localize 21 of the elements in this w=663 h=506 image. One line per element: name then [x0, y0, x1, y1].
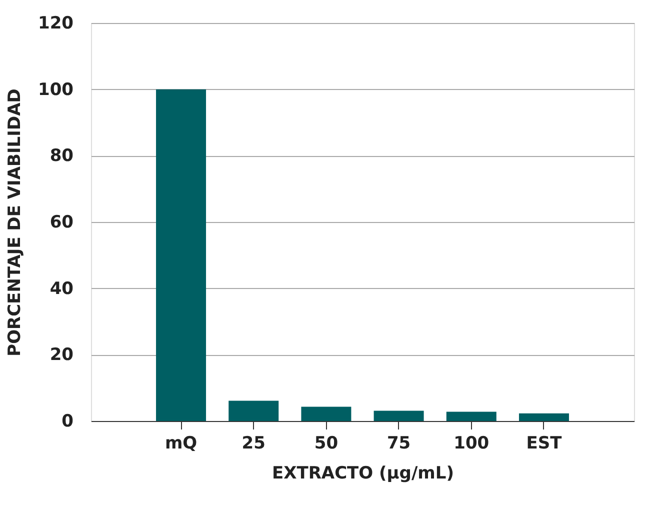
y-tick-label: 100 — [38, 80, 74, 100]
bar — [374, 410, 424, 421]
bar — [301, 406, 352, 421]
y-tick-label: 120 — [38, 14, 74, 34]
y-tick-label: 80 — [50, 146, 74, 166]
y-axis-title: PORCENTAJE DE VIABILIDAD — [5, 88, 26, 356]
x-axis-title: EXTRACTO (µg/mL) — [272, 464, 454, 484]
x-tick-label: 25 — [242, 434, 266, 454]
x-tick-label: 50 — [314, 434, 338, 454]
x-tick-label: EST — [526, 434, 562, 454]
y-tick-label: 40 — [50, 278, 74, 299]
bar — [446, 412, 496, 421]
x-tick-label: 100 — [454, 434, 490, 454]
y-tick-label: 20 — [50, 345, 74, 366]
bar — [228, 400, 279, 421]
y-tick-label: 0 — [62, 412, 74, 432]
bar — [156, 89, 206, 421]
y-tick-label: 60 — [50, 212, 74, 232]
x-tick-label: 75 — [386, 434, 411, 454]
x-tick-label: mQ — [164, 434, 198, 454]
bar — [518, 413, 569, 421]
